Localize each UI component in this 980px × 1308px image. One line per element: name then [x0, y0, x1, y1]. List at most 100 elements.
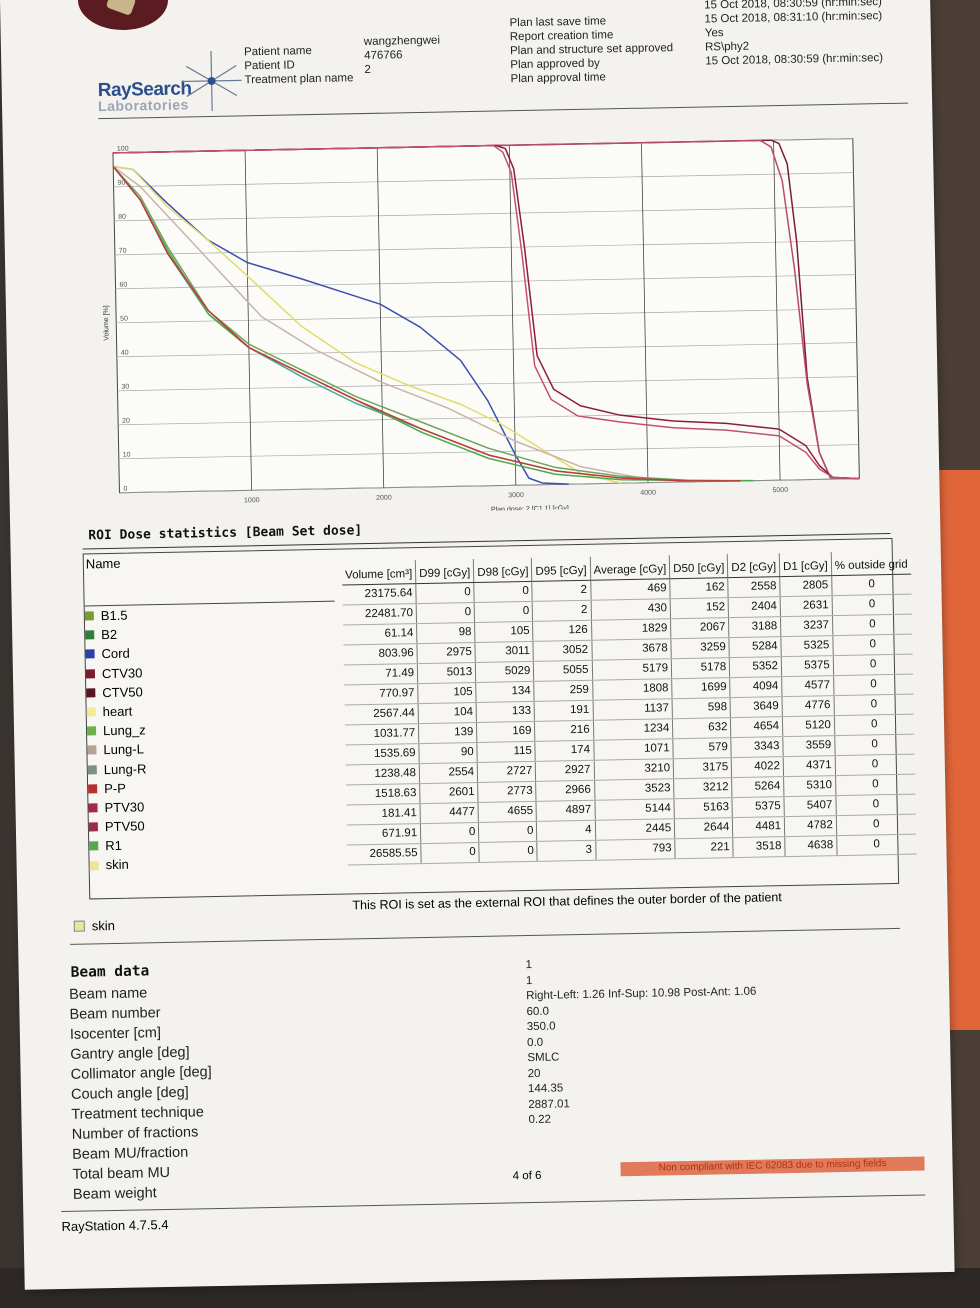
roi-name: CTV50 — [102, 684, 143, 700]
roi-cell: 5163 — [674, 797, 733, 819]
roi-cell: 221 — [674, 837, 734, 859]
x-tick-label: 5000 — [772, 487, 788, 494]
roi-name: Lung_z — [102, 722, 146, 739]
x-gridline — [376, 147, 385, 488]
roi-name: B1.5 — [100, 607, 128, 624]
dvh-curve-ptv50 — [112, 139, 860, 480]
y-tick-label: 70 — [119, 248, 127, 255]
roi-color-swatch — [86, 688, 96, 698]
roi-cell: 5375 — [781, 655, 834, 677]
roi-cell: 98 — [416, 622, 476, 644]
beam-field-label: Couch angle [deg] — [70, 1084, 189, 1103]
roi-cell: 5178 — [671, 657, 730, 679]
roi-cell: 169 — [476, 721, 536, 743]
roi-cell: 216 — [534, 720, 594, 742]
external-roi-label: skin — [91, 917, 116, 934]
y-tick-label: 30 — [121, 384, 129, 391]
raysearch-logo: RaySearch Laboratories — [98, 78, 192, 114]
roi-cell: 2 — [532, 600, 592, 622]
roi-cell: 4782 — [784, 815, 837, 837]
roi-cell: 181.41 — [346, 803, 421, 825]
roi-cell: 0 — [415, 582, 475, 604]
roi-cell: 162 — [669, 577, 729, 599]
treatment-plan-name-label: Treatment plan name — [244, 72, 354, 87]
roi-cell: 1238.48 — [345, 763, 420, 785]
roi-col-header: D95 [cGy] — [531, 556, 591, 582]
roi-name: R1 — [105, 838, 123, 854]
x-tick-label: 2000 — [376, 495, 392, 502]
dvh-curve-ctv30 — [112, 144, 860, 480]
y-tick-label: 80 — [118, 214, 126, 221]
y-gridline — [117, 376, 858, 392]
plan-values: 15 Oct 2018, 08:30:59 (hr:min:sec) 15 Oc… — [704, 0, 883, 68]
roi-section-title: ROI Dose statistics [Beam Set dose] — [88, 523, 363, 544]
roi-cell: 0 — [474, 601, 533, 623]
roi-name: P-P — [104, 780, 126, 796]
patient-name-value: wangzhengwei — [363, 34, 441, 49]
roi-cell: 191 — [534, 700, 593, 722]
dvh-curve-cord — [113, 165, 569, 485]
y-tick-label: 10 — [123, 452, 131, 459]
roi-cell: 2 — [532, 580, 591, 602]
roi-cell: 0 — [416, 602, 475, 624]
raystation-version: RayStation 4.7.5.4 — [61, 1216, 169, 1235]
roi-cell: 0 — [479, 841, 538, 863]
roi-col-header: D98 [cGy] — [473, 557, 533, 583]
roi-cell: 0 — [833, 654, 913, 676]
roi-color-swatch — [88, 784, 98, 794]
x-gridline — [641, 142, 649, 483]
dvh-curve-p-p — [112, 165, 741, 482]
roi-color-swatch — [85, 668, 96, 679]
beam-field-label: Beam MU/fraction — [72, 1144, 189, 1163]
y-gridline — [115, 274, 856, 290]
roi-cell: 5055 — [533, 660, 593, 682]
beam-field-label: Number of fractions — [71, 1124, 199, 1143]
roi-cell: 1535.69 — [345, 743, 420, 766]
roi-cell: 3212 — [673, 777, 733, 799]
dvh-curve-ptv30 — [112, 144, 860, 480]
roi-cell: 3559 — [782, 735, 835, 757]
beam-values: 1 1 Right-Left: 1.26 Inf-Sup: 10.98 Post-A… — [525, 954, 758, 1129]
roi-cell: 5029 — [475, 661, 535, 683]
roi-cell: 22481.70 — [342, 603, 417, 626]
roi-cell: 126 — [532, 620, 592, 642]
roi-cell: 3210 — [593, 758, 674, 781]
beam-field-label: Beam weight — [72, 1185, 157, 1203]
roi-name-header: Name — [85, 555, 121, 572]
roi-cell: 61.14 — [343, 623, 418, 646]
y-tick-label: 60 — [119, 282, 127, 289]
roi-cell: 1137 — [592, 698, 673, 721]
roi-cell: 2927 — [535, 760, 595, 782]
roi-cell: 0 — [831, 594, 912, 616]
patient-labels: Patient name Patient ID Treatment plan n… — [244, 43, 354, 87]
roi-cell: 1699 — [671, 677, 731, 699]
y-tick-label: 100 — [117, 146, 129, 153]
roi-color-swatch — [89, 860, 99, 870]
roi-cell: 5144 — [594, 798, 675, 821]
roi-cell: 579 — [672, 737, 732, 759]
y-axis-label: Volume [%] — [103, 305, 111, 341]
roi-cell: 0 — [833, 674, 914, 696]
beam-field-label: Collimator angle [deg] — [70, 1064, 212, 1083]
x-tick-label: 1000 — [244, 497, 260, 504]
roi-name-row: skin — [89, 851, 339, 875]
roi-cell: 2445 — [594, 818, 675, 841]
roi-cell: 3518 — [733, 836, 786, 858]
roi-cell: 174 — [535, 740, 594, 762]
roi-color-swatch — [85, 649, 95, 659]
x-tick-label: 4000 — [640, 489, 656, 496]
roi-bottom-divider — [70, 927, 900, 945]
roi-cell: 1071 — [593, 738, 674, 761]
y-tick-label: 20 — [122, 418, 130, 425]
roi-cell: 2567.44 — [344, 703, 419, 726]
roi-cell: 3175 — [673, 757, 732, 779]
roi-cell: 770.97 — [344, 683, 419, 706]
roi-cell: 4477 — [420, 802, 479, 824]
plan-labels: Plan last save time Report creation time… — [509, 13, 673, 86]
roi-cell: 71.49 — [343, 663, 418, 686]
roi-cell: 5013 — [417, 662, 476, 684]
x-axis-label: Plan dose: 2 [C1 1] [cGy] — [491, 505, 569, 513]
roi-color-swatch — [88, 803, 98, 813]
roi-cell: 133 — [476, 701, 535, 723]
roi-cell: 259 — [534, 680, 593, 702]
